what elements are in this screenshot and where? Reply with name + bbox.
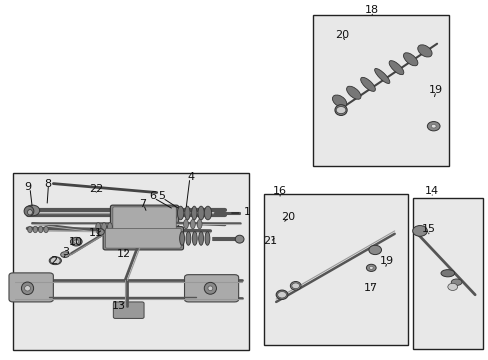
Circle shape	[368, 266, 372, 269]
Ellipse shape	[197, 220, 202, 229]
Text: 15: 15	[421, 225, 435, 234]
Ellipse shape	[96, 223, 101, 230]
Text: 18: 18	[365, 5, 379, 15]
Ellipse shape	[204, 231, 209, 245]
Ellipse shape	[49, 257, 61, 265]
Text: 19: 19	[380, 256, 394, 266]
Text: 20: 20	[281, 212, 295, 221]
Text: 22: 22	[88, 184, 102, 194]
Ellipse shape	[184, 206, 190, 220]
FancyBboxPatch shape	[184, 275, 238, 302]
Bar	[13, 173, 249, 350]
FancyBboxPatch shape	[110, 205, 178, 232]
Bar	[264, 194, 407, 345]
Ellipse shape	[276, 290, 287, 300]
Text: 14: 14	[424, 186, 438, 197]
Ellipse shape	[417, 45, 431, 57]
Circle shape	[70, 237, 82, 246]
Text: 10: 10	[69, 237, 83, 247]
Text: 20: 20	[334, 30, 348, 40]
FancyBboxPatch shape	[113, 302, 144, 319]
Text: 4: 4	[187, 172, 194, 182]
Ellipse shape	[61, 252, 69, 257]
Ellipse shape	[207, 286, 212, 291]
Text: 3: 3	[62, 247, 69, 257]
Ellipse shape	[388, 60, 403, 75]
FancyBboxPatch shape	[113, 207, 176, 230]
Ellipse shape	[346, 86, 360, 99]
Text: 13: 13	[112, 301, 126, 311]
Text: 19: 19	[428, 85, 442, 95]
Ellipse shape	[360, 77, 375, 91]
Ellipse shape	[39, 226, 43, 233]
Ellipse shape	[170, 206, 177, 220]
Circle shape	[412, 226, 427, 236]
Ellipse shape	[27, 210, 32, 215]
Ellipse shape	[374, 68, 389, 84]
Text: 11: 11	[89, 228, 102, 238]
FancyBboxPatch shape	[9, 273, 53, 302]
Ellipse shape	[44, 226, 48, 233]
Ellipse shape	[28, 226, 32, 233]
Ellipse shape	[24, 285, 30, 291]
Text: 21: 21	[262, 236, 276, 246]
Text: 2: 2	[50, 256, 57, 266]
Text: 8: 8	[44, 179, 51, 189]
Ellipse shape	[190, 220, 195, 229]
Ellipse shape	[192, 231, 197, 245]
Ellipse shape	[97, 229, 104, 235]
Ellipse shape	[204, 282, 216, 294]
Circle shape	[427, 122, 439, 131]
Ellipse shape	[33, 226, 38, 233]
Ellipse shape	[440, 270, 454, 277]
Ellipse shape	[204, 206, 211, 220]
FancyBboxPatch shape	[103, 226, 183, 250]
FancyBboxPatch shape	[105, 228, 181, 248]
Text: 5: 5	[158, 191, 165, 201]
Text: 16: 16	[272, 186, 286, 196]
Text: 12: 12	[116, 248, 130, 258]
Ellipse shape	[183, 220, 188, 229]
Ellipse shape	[177, 206, 183, 220]
Ellipse shape	[102, 223, 106, 230]
Ellipse shape	[235, 235, 244, 243]
Ellipse shape	[21, 282, 34, 294]
Text: 17: 17	[364, 283, 378, 293]
Circle shape	[50, 257, 60, 264]
Text: 7: 7	[139, 199, 146, 209]
Circle shape	[368, 245, 381, 255]
Circle shape	[430, 125, 435, 128]
Ellipse shape	[450, 279, 461, 285]
Circle shape	[277, 292, 286, 298]
Circle shape	[366, 264, 375, 271]
Circle shape	[291, 283, 299, 289]
Ellipse shape	[24, 206, 34, 216]
Circle shape	[335, 107, 345, 114]
Ellipse shape	[179, 231, 184, 245]
Ellipse shape	[198, 206, 204, 220]
Text: 9: 9	[24, 182, 31, 192]
Ellipse shape	[403, 53, 417, 66]
Circle shape	[74, 240, 79, 243]
Ellipse shape	[107, 223, 112, 230]
Circle shape	[447, 283, 457, 291]
Ellipse shape	[334, 105, 346, 116]
Ellipse shape	[332, 95, 346, 107]
Bar	[412, 198, 483, 348]
Bar	[312, 15, 448, 166]
Ellipse shape	[198, 231, 203, 245]
Text: 6: 6	[149, 191, 156, 201]
Ellipse shape	[191, 206, 197, 220]
Circle shape	[25, 205, 40, 216]
Ellipse shape	[185, 231, 190, 245]
Ellipse shape	[290, 282, 301, 290]
Text: 1: 1	[243, 207, 250, 217]
